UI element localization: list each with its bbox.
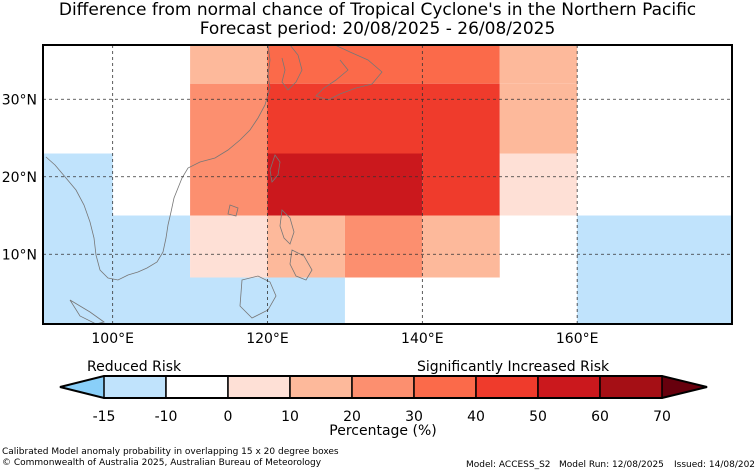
map-frame	[42, 44, 733, 325]
lat-tick-label: 20°N	[2, 170, 37, 186]
anomaly-cell	[422, 153, 500, 216]
forecast-period: Forecast period: 20/08/2025 - 26/08/2025	[199, 19, 556, 39]
coast-mainland-asia	[45, 44, 271, 281]
anomaly-cell	[190, 45, 268, 84]
colorbar-tick-label: -10	[155, 409, 178, 425]
anomaly-cell	[267, 215, 345, 278]
colorbar-segment	[103, 375, 167, 399]
anomaly-cell	[344, 215, 423, 278]
anomaly-cell	[577, 153, 732, 216]
anomaly-cell	[499, 277, 578, 324]
increased-risk-label: Significantly Increased Risk	[417, 359, 610, 375]
coast-hainan	[227, 204, 239, 217]
anomaly-cell	[577, 277, 732, 324]
colorbar-outline	[59, 375, 708, 399]
footer-model: Model: ACCESS_S2	[466, 460, 551, 470]
footer-model-run: Model Run: 12/08/2025	[559, 460, 664, 470]
lon-tick-label: 120°E	[246, 331, 289, 347]
colorbar-tick-label: -15	[93, 409, 116, 425]
lat-tick-label: 10°N	[2, 247, 37, 263]
footer-copyright: © Commonwealth of Australia 2025, Austra…	[2, 458, 322, 468]
gridlines	[43, 45, 732, 324]
coast-philippines-luzon	[279, 209, 295, 245]
colorbar-segment	[537, 375, 601, 399]
anomaly-cell	[499, 45, 578, 84]
colorbar-over-arrow	[661, 375, 708, 399]
anomaly-cells	[43, 45, 732, 324]
coast-korea	[281, 44, 303, 91]
anomaly-cell	[43, 277, 345, 324]
anomaly-cell	[190, 83, 268, 154]
anomaly-cell	[43, 215, 113, 278]
anomaly-cell	[267, 153, 423, 216]
colorbar-under-arrow	[59, 375, 105, 399]
map-title: Difference from normal chance of Tropica…	[58, 0, 697, 20]
colorbar: -15 -10 0 10 20 30 40 50 60 70 Reduced Risk Signifi…	[59, 359, 708, 439]
colorbar-tick-label: 0	[224, 409, 233, 425]
anomaly-cell	[190, 153, 268, 216]
colorbar-xlabel: Percentage (%)	[329, 423, 436, 439]
coast-japan	[315, 44, 383, 101]
footer-issued: Issued: 14/08/2025	[674, 460, 755, 470]
anomaly-cell	[267, 83, 500, 154]
colorbar-segment	[289, 375, 353, 399]
anomaly-cell	[43, 153, 113, 216]
coastlines	[45, 44, 383, 325]
lon-tick-label: 100°E	[91, 331, 134, 347]
anomaly-cell	[267, 45, 500, 84]
colorbar-tick-label: 60	[591, 409, 609, 425]
footer-description: Calibrated Model anomaly probability in …	[2, 447, 339, 457]
anomaly-cell	[577, 215, 732, 278]
lat-tick-label: 30°N	[2, 92, 37, 108]
colorbar-tick-label: 10	[281, 409, 299, 425]
colorbar-segment	[165, 375, 229, 399]
coast-taiwan	[269, 154, 281, 183]
anomaly-cell	[422, 215, 500, 278]
colorbar-segment	[227, 375, 291, 399]
colorbar-tick-label: 70	[653, 409, 671, 425]
lon-tick-label: 140°E	[401, 331, 444, 347]
colorbar-segment	[413, 375, 477, 399]
lon-tick-label: 160°E	[556, 331, 599, 347]
anomaly-cell	[499, 153, 578, 216]
colorbar-segment	[475, 375, 539, 399]
colorbar-tick-label: 40	[467, 409, 485, 425]
anomaly-cell	[112, 215, 191, 278]
colorbar-tick-label: 20	[343, 409, 361, 425]
reduced-risk-label: Reduced Risk	[87, 359, 182, 375]
anomaly-cell	[190, 215, 268, 278]
coast-philippines-south	[289, 249, 313, 281]
anomaly-cell	[499, 83, 578, 154]
colorbar-tick-label: 30	[405, 409, 423, 425]
colorbar-tick-label: 50	[529, 409, 547, 425]
colorbar-segment	[599, 375, 663, 399]
coast-borneo	[239, 275, 277, 319]
axis-ticks: 100°E 120°E 140°E 160°E 30°N 20°N 10°N	[2, 92, 599, 347]
colorbar-segment	[351, 375, 415, 399]
